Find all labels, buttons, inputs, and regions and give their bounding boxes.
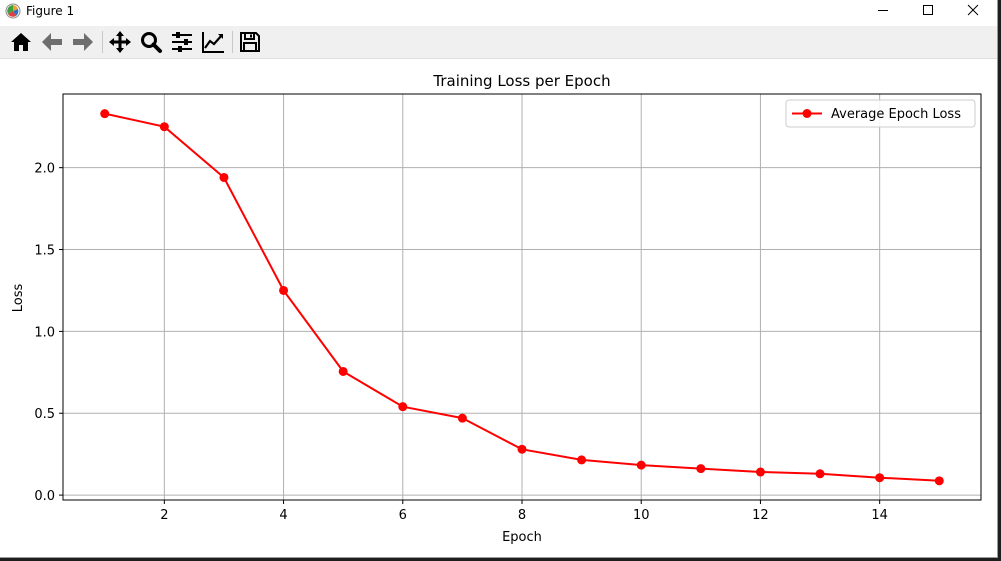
data-point [279, 285, 289, 295]
legend: Average Epoch Loss [785, 99, 976, 128]
x-axis-label: Epoch [502, 530, 542, 545]
data-point [100, 109, 110, 119]
x-tick-label: 10 [633, 508, 650, 523]
x-tick-label: 8 [518, 508, 526, 523]
home-icon [11, 33, 31, 51]
close-button[interactable] [950, 0, 996, 20]
maximize-icon [923, 5, 933, 15]
x-tick-label: 12 [752, 508, 769, 523]
data-point [159, 122, 169, 132]
data-point [875, 473, 885, 483]
x-tick-label: 2 [160, 508, 168, 523]
plot-canvas[interactable]: Training Loss per Epoch 2 4 6 8 10 12 14 0.0 0.5… [0, 58, 997, 557]
background-strip [997, 56, 998, 558]
close-icon [967, 4, 979, 16]
minimize-button[interactable] [860, 0, 906, 20]
y-axis-label: Loss [11, 284, 26, 313]
toolbar-separator [232, 31, 233, 53]
y-tick-label: 0.0 [34, 489, 55, 504]
axis-ticks: 2 4 6 8 10 12 14 0.0 0.5 1.0 1.5 2.0 [34, 162, 888, 523]
chart-title: Training Loss per Epoch [432, 72, 610, 90]
legend-box [785, 99, 976, 128]
maximize-button[interactable] [905, 0, 951, 20]
x-tick-label: 4 [279, 508, 287, 523]
y-tick-label: 1.0 [34, 325, 55, 340]
data-point [815, 469, 825, 479]
configure-subplots-button[interactable] [169, 29, 195, 55]
x-tick-label: 14 [871, 508, 888, 523]
window-title: Figure 1 [26, 4, 75, 18]
data-point [517, 444, 527, 454]
toolbar-separator [102, 31, 103, 53]
magnifier-icon [141, 32, 162, 53]
legend-marker [802, 109, 812, 118]
sliders-icon [172, 32, 192, 52]
x-tick-label: 6 [399, 508, 407, 523]
y-tick-label: 2.0 [34, 162, 55, 177]
move-icon [109, 31, 131, 53]
data-point [696, 464, 706, 474]
save-button[interactable] [237, 29, 263, 55]
minimize-icon [878, 10, 888, 11]
data-point [398, 402, 408, 412]
data-point [934, 476, 944, 486]
data-point [457, 413, 467, 423]
arrow-right-icon [73, 33, 93, 51]
legend-label-average-epoch-loss: Average Epoch Loss [831, 107, 961, 122]
line-chart-icon [202, 32, 224, 53]
zoom-button[interactable] [138, 29, 164, 55]
grid-lines [63, 94, 981, 500]
data-point [636, 460, 646, 470]
home-button[interactable] [8, 29, 34, 55]
edit-axis-button[interactable] [200, 29, 226, 55]
data-point [338, 366, 348, 376]
y-tick-label: 1.5 [34, 244, 55, 259]
data-point [577, 455, 587, 465]
data-point [219, 172, 229, 182]
data-point [755, 467, 765, 477]
arrow-left-icon [42, 33, 62, 51]
y-tick-label: 0.5 [34, 407, 55, 422]
pan-button[interactable] [107, 29, 133, 55]
floppy-disk-icon [240, 32, 260, 52]
series-layer [100, 109, 944, 486]
back-button[interactable] [39, 29, 65, 55]
forward-button[interactable] [70, 29, 96, 55]
matplotlib-logo-icon [5, 3, 21, 19]
navigation-toolbar [0, 26, 997, 59]
loss-chart: Training Loss per Epoch 2 4 6 8 10 12 14 0.0 0.5… [11, 72, 982, 545]
title-bar: Figure 1 [0, 0, 997, 26]
